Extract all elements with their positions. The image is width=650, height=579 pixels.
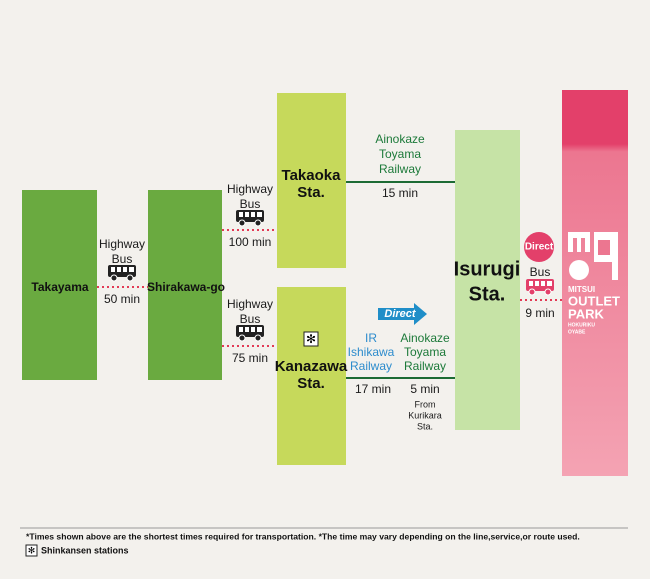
link-mode: Highway [227,182,273,196]
link-mode: Railway [350,359,392,373]
link-mode: Bus [240,312,261,326]
link-mode: Ainokaze [400,331,450,345]
direct-label: Direct [384,308,417,320]
direct-badge [524,232,554,262]
link-time: 75 min [232,351,268,365]
direct-badge-label: Direct [525,242,554,253]
link-mode: Bus [240,197,261,211]
link-time: 50 min [104,292,140,306]
node-label: Sta. [297,184,325,201]
link-time: 100 min [229,235,272,249]
node-label: Shirakawa-go [147,280,225,294]
link-note: Sta. [417,421,433,431]
link-time: 15 min [382,186,418,200]
link-mode: Highway [227,297,273,311]
logo-text: PARK [568,306,604,321]
bus-icon [235,209,265,227]
link-mode: Bus [530,265,551,279]
node-label: Sta. [297,375,325,392]
node-box [277,287,346,465]
link-time: 5 min [410,382,439,396]
bus-icon [107,264,137,282]
legend-label: Shinkansen stations [41,545,129,555]
node-label: Kanazawa [275,358,348,375]
bus-icon [235,324,265,342]
link-mode: Highway [99,237,145,251]
node-box [148,190,222,380]
node-box [277,93,346,268]
link-mode: Ainokaze [375,132,425,146]
node-label: Isurugi [454,258,521,280]
logo-text: HOKURIKU [568,322,595,328]
node-box [455,130,520,430]
destination-box [562,90,628,476]
link-mode: Toyama [379,147,421,161]
node-label: Takaoka [282,167,342,184]
legend-symbol: ✻ [28,545,36,555]
link-note: From [415,399,436,409]
link-mode: Ishikawa [348,345,395,359]
link-mode: IR [365,331,377,345]
shinkansen-icon [303,331,319,347]
link-mode: Toyama [404,345,446,359]
link-mode: Railway [404,359,446,373]
node-label: Sta. [469,283,506,305]
legend-icon [25,544,38,557]
direct-arrow [378,303,427,325]
footer-note: *Times shown above are the shortest time… [26,531,580,541]
logo-text: MITSUI [568,285,595,294]
logo-mark [568,232,618,280]
shinkansen-symbol: ✻ [306,332,316,346]
link-mode: Bus [112,252,133,266]
node-box [22,190,97,380]
node-label: Takayama [31,280,88,294]
logo-text: OUTLET [568,293,620,308]
link-mode: Railway [379,162,421,176]
link-time: 9 min [525,306,554,320]
link-time: 17 min [355,382,391,396]
link-note: Kurikara [408,410,442,420]
logo-text: OYABE [568,329,586,335]
bus-icon [525,278,555,296]
